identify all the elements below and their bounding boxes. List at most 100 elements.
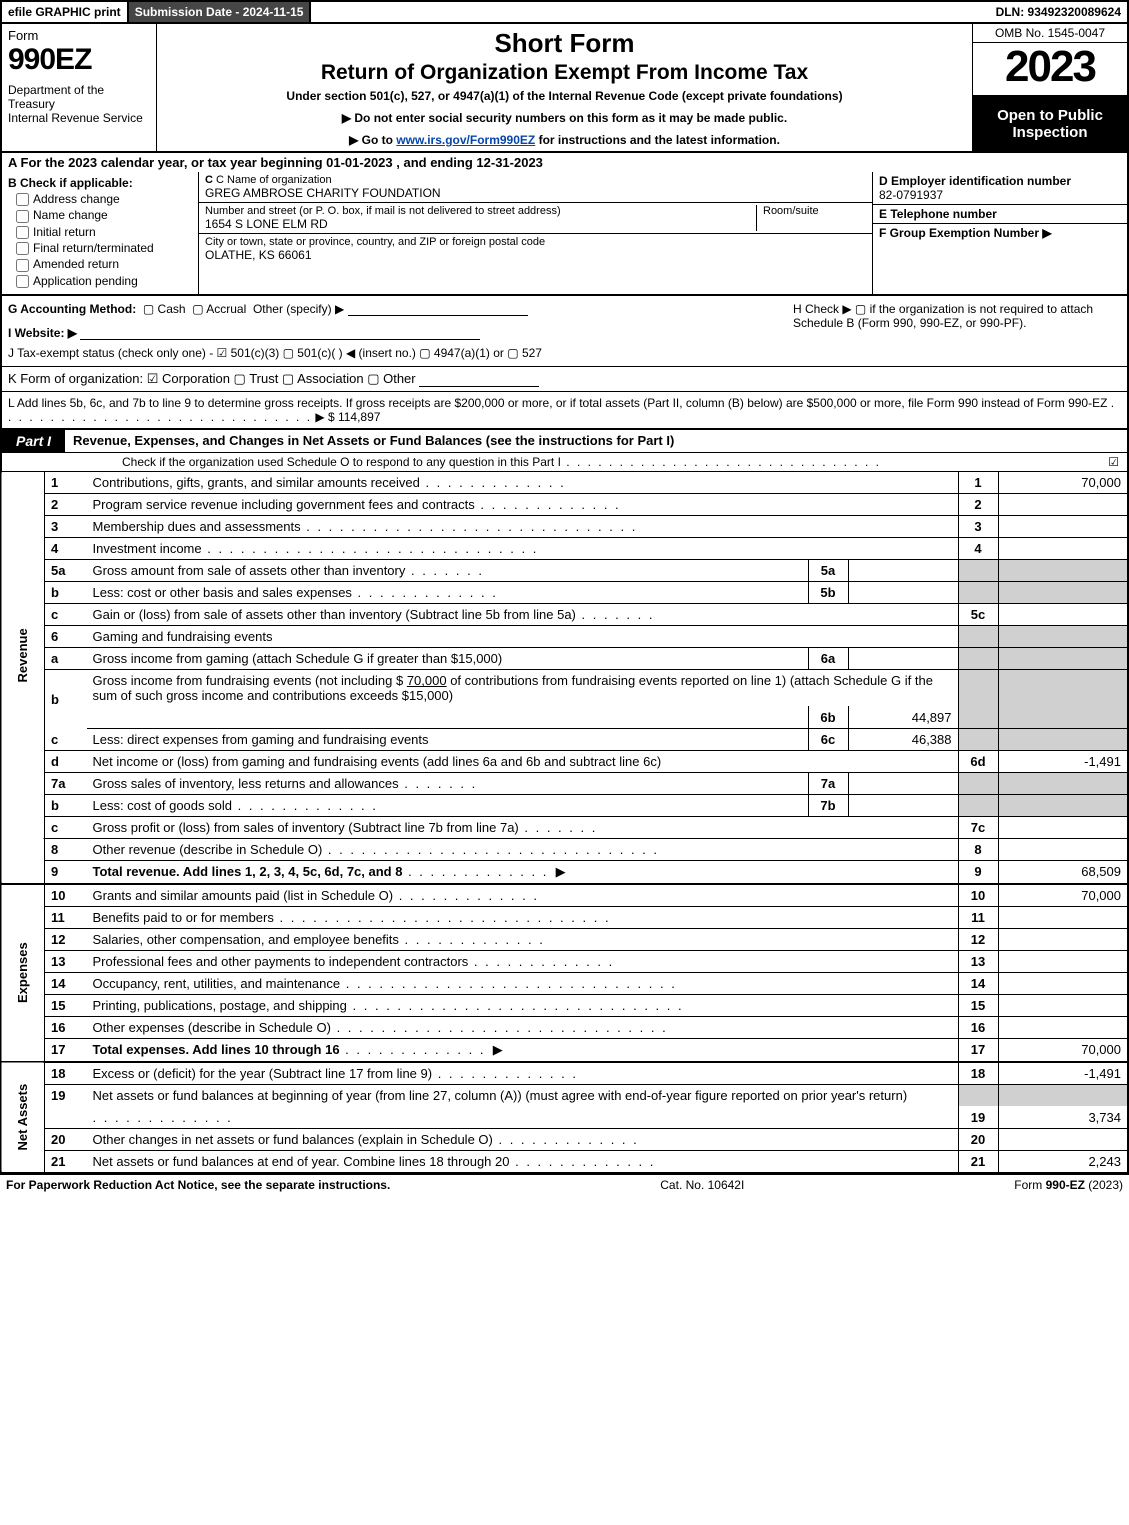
form-header: Form 990EZ Department of the Treasury In…	[0, 24, 1129, 153]
part-i-title: Revenue, Expenses, and Changes in Net As…	[65, 431, 1127, 450]
n-5b: b	[45, 582, 87, 604]
g-other-input[interactable]	[348, 302, 528, 316]
d-20: Other changes in net assets or fund bala…	[87, 1128, 959, 1150]
r-17: 17	[958, 1038, 998, 1062]
iv-6b: 44,897	[848, 706, 958, 728]
r-19-grey	[958, 1084, 998, 1106]
submission-date: Submission Date - 2024-11-15	[129, 2, 312, 22]
header-right: OMB No. 1545-0047 2023 Open to Public In…	[972, 24, 1127, 151]
d-5a: Gross amount from sale of assets other t…	[87, 560, 809, 582]
n-7a: 7a	[45, 772, 87, 794]
n-6c: c	[45, 728, 87, 750]
d-9: Total revenue. Add lines 1, 2, 3, 4, 5c,…	[87, 860, 959, 884]
r-19: 19	[958, 1106, 998, 1128]
sched-o-check-row: Check if the organization used Schedule …	[0, 453, 1129, 472]
room-label: Room/suite	[763, 205, 866, 217]
form-number: 990EZ	[8, 43, 150, 77]
row-l: L Add lines 5b, 6c, and 7b to line 9 to …	[0, 391, 1129, 430]
v-6d: -1,491	[998, 750, 1128, 772]
website-input[interactable]	[80, 326, 480, 340]
omb-number: OMB No. 1545-0047	[973, 24, 1127, 43]
d-6b-2	[87, 706, 809, 728]
d-5c: Gain or (loss) from sale of assets other…	[87, 604, 959, 626]
chk-final-return[interactable]: Final return/terminated	[16, 241, 192, 255]
d-18: Excess or (deficit) for the year (Subtra…	[87, 1062, 959, 1085]
section-b-through-f: B Check if applicable: Address change Na…	[0, 172, 1129, 296]
n-19: 19	[45, 1084, 87, 1106]
k-other-input[interactable]	[419, 373, 539, 387]
b-label: B Check if applicable:	[8, 176, 133, 190]
r-18: 18	[958, 1062, 998, 1085]
n-7b: b	[45, 794, 87, 816]
il-6a: 6a	[808, 648, 848, 670]
v-5a-grey	[998, 560, 1128, 582]
chk-initial-return[interactable]: Initial return	[16, 225, 192, 239]
n-17: 17	[45, 1038, 87, 1062]
chk-application-pending[interactable]: Application pending	[16, 274, 192, 288]
irs-link[interactable]: www.irs.gov/Form990EZ	[396, 133, 535, 147]
efile-label: efile GRAPHIC print	[2, 2, 129, 22]
r-6-grey	[958, 626, 998, 648]
footer-right: Form 990-EZ (2023)	[1014, 1178, 1123, 1192]
side-revenue: Revenue	[1, 472, 45, 839]
n-16: 16	[45, 1016, 87, 1038]
r-12: 12	[958, 928, 998, 950]
g-accounting: G Accounting Method: ▢ Cash ▢ Accrual Ot…	[2, 296, 787, 366]
v-13	[998, 950, 1128, 972]
h-check: H Check ▶ ▢ if the organization is not r…	[787, 296, 1127, 366]
n-2: 2	[45, 494, 87, 516]
n-6: 6	[45, 626, 87, 648]
d-14: Occupancy, rent, utilities, and maintena…	[87, 972, 959, 994]
v-14	[998, 972, 1128, 994]
iv-5a	[848, 560, 958, 582]
n-13: 13	[45, 950, 87, 972]
6b-amount: 70,000	[407, 673, 447, 688]
l-amount: 114,897	[338, 410, 381, 424]
header-center: Short Form Return of Organization Exempt…	[157, 24, 972, 151]
v-21: 2,243	[998, 1150, 1128, 1172]
side-rev-end	[1, 838, 45, 884]
r-1: 1	[958, 472, 998, 494]
d-15: Printing, publications, postage, and shi…	[87, 994, 959, 1016]
part-i-tab: Part I	[2, 430, 65, 452]
il-5b: 5b	[808, 582, 848, 604]
e-label: E Telephone number	[879, 207, 997, 221]
chk-amended-return[interactable]: Amended return	[16, 257, 192, 271]
v-1: 70,000	[998, 472, 1128, 494]
v-10: 70,000	[998, 884, 1128, 907]
il-6c: 6c	[808, 728, 848, 750]
r-7b-grey	[958, 794, 998, 816]
v-4	[998, 538, 1128, 560]
n-7c: c	[45, 816, 87, 838]
r-2: 2	[958, 494, 998, 516]
il-7b: 7b	[808, 794, 848, 816]
k-text: K Form of organization: ☑ Corporation ▢ …	[8, 371, 416, 386]
v-3	[998, 516, 1128, 538]
d-7a: Gross sales of inventory, less returns a…	[87, 772, 809, 794]
v-7a-grey	[998, 772, 1128, 794]
line-a: A For the 2023 calendar year, or tax yea…	[0, 153, 1129, 172]
r-10: 10	[958, 884, 998, 907]
chk-address-change[interactable]: Address change	[16, 192, 192, 206]
d-19b	[87, 1106, 959, 1128]
d-6a: Gross income from gaming (attach Schedul…	[87, 648, 809, 670]
part-i-table: Revenue 1 Contributions, gifts, grants, …	[0, 472, 1129, 1173]
g-other: Other (specify) ▶	[253, 302, 344, 316]
d-21: Net assets or fund balances at end of ye…	[87, 1150, 959, 1172]
ein-value: 82-0791937	[879, 188, 943, 202]
footer-left: For Paperwork Reduction Act Notice, see …	[6, 1178, 390, 1192]
n-5c: c	[45, 604, 87, 626]
g-accrual: Accrual	[206, 302, 246, 316]
d-7c: Gross profit or (loss) from sales of inv…	[87, 816, 959, 838]
d-1: Contributions, gifts, grants, and simila…	[87, 472, 959, 494]
d-4: Investment income	[87, 538, 959, 560]
c-city-cell: City or town, state or province, country…	[199, 234, 872, 264]
d-19a: Net assets or fund balances at beginning…	[87, 1084, 959, 1106]
v-7c	[998, 816, 1128, 838]
org-city: OLATHE, KS 66061	[205, 248, 866, 262]
chk-name-change[interactable]: Name change	[16, 208, 192, 222]
c-name-cell: C C Name of organization GREG AMBROSE CH…	[199, 172, 872, 203]
v-5c	[998, 604, 1128, 626]
f-group: F Group Exemption Number ▶	[873, 224, 1127, 242]
d-10: Grants and similar amounts paid (list in…	[87, 884, 959, 907]
